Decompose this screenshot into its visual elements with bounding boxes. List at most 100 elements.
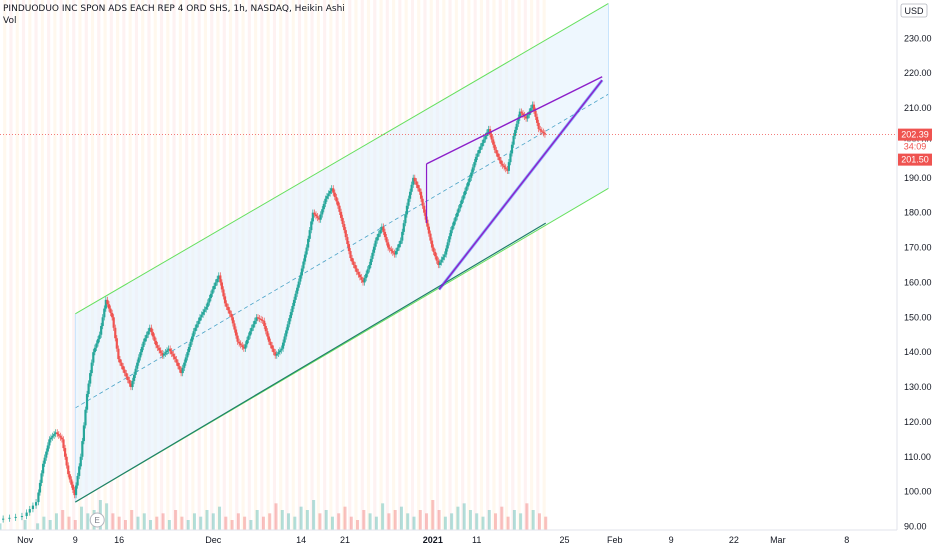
support-trendline[interactable] [74, 222, 547, 503]
candle-body [465, 186, 468, 191]
wedge-lower-line[interactable] [438, 79, 603, 290]
candle-body [507, 162, 510, 171]
session-stripe [9, 0, 13, 530]
candle-body [350, 258, 354, 262]
candle-body [180, 369, 183, 374]
candle-body [63, 448, 67, 457]
candle-body [223, 296, 227, 304]
y-tick-label: 210.00 [904, 103, 932, 113]
candle-body [499, 160, 503, 164]
volume-bar [356, 520, 360, 530]
candle-body [230, 313, 233, 318]
candle-body [109, 308, 112, 313]
candle-body [74, 485, 78, 496]
candle-body [81, 441, 84, 457]
candle-body [380, 226, 383, 231]
candle-body [154, 340, 158, 346]
candle-body [510, 144, 514, 154]
candle-body [341, 217, 344, 225]
candle-body [252, 324, 255, 328]
y-tick-label: 190.00 [904, 173, 932, 183]
low-price-tag: 201.50 [898, 153, 932, 166]
volume-bar [149, 520, 153, 530]
candle-body [454, 217, 457, 222]
candle-body [379, 230, 382, 234]
candle-body [111, 312, 114, 318]
time-scale-bg[interactable] [0, 530, 932, 550]
candle-body [211, 289, 214, 294]
channel-mid-line[interactable] [75, 93, 609, 409]
earnings-marker[interactable]: E [89, 512, 105, 528]
volume-bar [211, 513, 215, 530]
volume-bar [337, 513, 341, 530]
candle-body [521, 113, 525, 116]
candle-body [496, 153, 499, 157]
session-stripe [536, 0, 540, 530]
candle-body [401, 231, 404, 241]
session-stripe [479, 0, 483, 530]
candle-body [515, 123, 518, 130]
candle-body [242, 346, 245, 349]
candle-body [463, 190, 467, 196]
session-stripe [486, 0, 490, 530]
candle-body [270, 345, 274, 349]
x-tick-label: 14 [296, 535, 306, 545]
candle-body [161, 353, 164, 356]
candle-body [506, 169, 509, 171]
session-stripe [492, 0, 496, 530]
symbol-title[interactable]: PINDUODUO INC SPON ADS EACH REP 4 ORD SH… [3, 4, 345, 14]
candle-body [316, 216, 319, 218]
wedge-upper-line[interactable] [426, 76, 603, 165]
candle-body [187, 346, 191, 353]
candle-body [339, 211, 343, 218]
earnings-icon: E [95, 516, 100, 525]
candle-body [244, 344, 247, 349]
session-stripe [511, 0, 515, 530]
candle-body [437, 260, 440, 265]
candle-body [85, 394, 89, 410]
candle-body [233, 323, 236, 330]
candle-body [349, 251, 352, 259]
volume-bar [54, 513, 58, 530]
candle-body [170, 351, 173, 354]
candle-body [28, 509, 31, 513]
candle-body [393, 252, 396, 255]
candle-body [540, 130, 543, 132]
candle-body [467, 182, 470, 187]
x-tick-label: 16 [114, 535, 124, 545]
candle-body [398, 244, 401, 248]
candle-body [206, 302, 209, 307]
time-axis[interactable]: Nov 9 16 Dec 14 21 2021 11 25 Feb 9 22 Mar 8 [17, 535, 849, 545]
candle-body [261, 319, 264, 321]
candle-body [264, 326, 267, 332]
candle-body [377, 233, 380, 238]
candle-body [426, 219, 429, 227]
candle-body [255, 317, 258, 321]
candle-body [429, 233, 432, 241]
session-stripe [517, 0, 521, 530]
candle-body [106, 299, 109, 305]
candle-body [156, 345, 159, 348]
candle-body [319, 214, 322, 220]
candle-body [477, 149, 481, 154]
price-axis[interactable]: 90.00 100.00 110.00 120.00 130.00 140.00 150.0… [904, 33, 932, 531]
volume-bar [506, 516, 510, 530]
candle-body [49, 437, 53, 440]
candle-body [412, 177, 415, 185]
candle-body [208, 298, 211, 303]
currency-badge[interactable]: USD [900, 3, 928, 18]
session-stripe [530, 0, 534, 530]
candle-body [537, 122, 540, 130]
volume-bar [167, 520, 171, 530]
candle-body [303, 254, 307, 262]
volume-bar [368, 513, 372, 530]
volume-legend[interactable]: Vol [3, 16, 17, 26]
channel-upper-line[interactable] [75, 3, 609, 315]
volume-bar [494, 513, 498, 530]
price-scale-bg[interactable] [897, 0, 932, 530]
candle-body [430, 240, 434, 248]
volume-bar [305, 510, 309, 530]
trend-drawings[interactable] [74, 76, 604, 503]
